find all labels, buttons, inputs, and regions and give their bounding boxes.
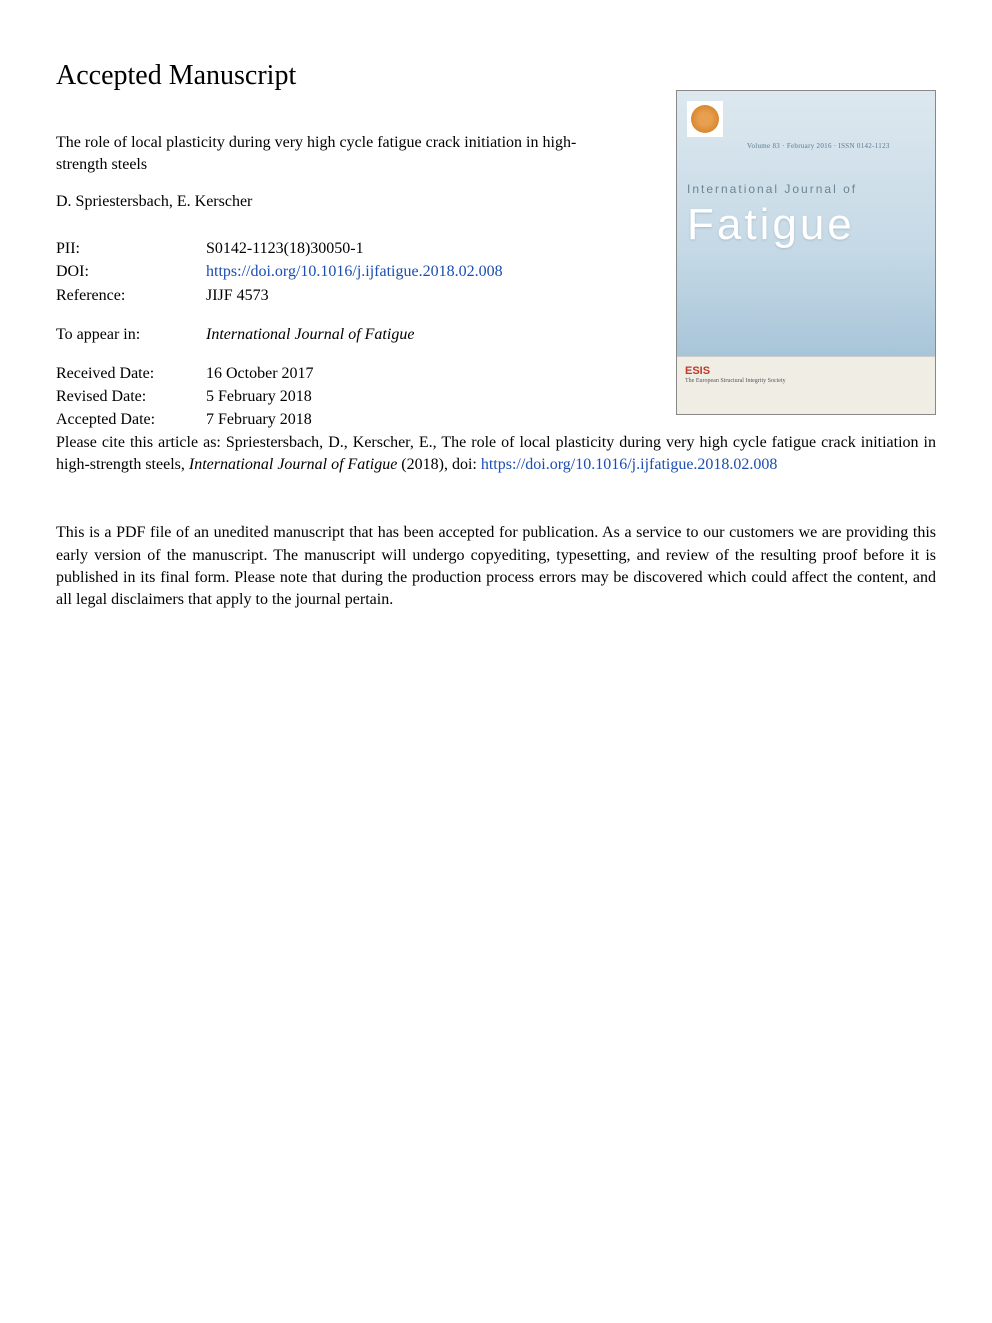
cover-esis-subtitle: The European Structural Integrity Societ…: [685, 378, 927, 384]
pii-label: PII:: [56, 237, 206, 260]
cover-journal-label: International Journal of: [687, 182, 925, 196]
doi-label: DOI:: [56, 260, 206, 283]
pii-value: S0142-1123(18)30050-1: [206, 237, 616, 260]
cover-upper: Volume 83 · February 2016 · ISSN 0142-11…: [677, 91, 935, 356]
meta-row-received: Received Date: 16 October 2017: [56, 362, 616, 385]
accepted-manuscript-header: Accepted Manuscript: [56, 60, 936, 92]
citation-text: Please cite this article as: Spriestersb…: [56, 432, 936, 477]
accepted-value: 7 February 2018: [206, 408, 616, 431]
article-title: The role of local plasticity during very…: [56, 132, 616, 175]
metadata-table: PII: S0142-1123(18)30050-1 DOI: https://…: [56, 237, 616, 431]
revised-value: 5 February 2018: [206, 385, 616, 408]
reference-label: Reference:: [56, 284, 206, 307]
meta-row-revised: Revised Date: 5 February 2018: [56, 385, 616, 408]
meta-row-doi: DOI: https://doi.org/10.1016/j.ijfatigue…: [56, 260, 616, 283]
received-value: 16 October 2017: [206, 362, 616, 385]
cover-lower: ESIS The European Structural Integrity S…: [677, 356, 935, 414]
content-column: The role of local plasticity during very…: [56, 132, 616, 432]
cover-journal-title: Fatigue: [687, 200, 925, 250]
elsevier-logo-icon: [687, 101, 723, 137]
doi-link[interactable]: https://doi.org/10.1016/j.ijfatigue.2018…: [206, 260, 616, 283]
revised-label: Revised Date:: [56, 385, 206, 408]
citation-doi-link[interactable]: https://doi.org/10.1016/j.ijfatigue.2018…: [481, 456, 778, 473]
cover-esis-label: ESIS: [685, 365, 927, 377]
accepted-label: Accepted Date:: [56, 408, 206, 431]
appear-label: To appear in:: [56, 323, 206, 346]
journal-cover-thumbnail: Volume 83 · February 2016 · ISSN 0142-11…: [676, 90, 936, 415]
meta-row-appear: To appear in: International Journal of F…: [56, 323, 616, 346]
citation-middle: (2018), doi:: [397, 456, 481, 473]
citation-journal: International Journal of Fatigue: [189, 456, 397, 473]
disclaimer-text: This is a PDF file of an unedited manusc…: [56, 522, 936, 612]
appear-value: International Journal of Fatigue: [206, 323, 616, 346]
meta-row-ref: Reference: JIJF 4573: [56, 284, 616, 307]
meta-row-accepted: Accepted Date: 7 February 2018: [56, 408, 616, 431]
cover-volume-info: Volume 83 · February 2016 · ISSN 0142-11…: [747, 142, 890, 150]
received-label: Received Date:: [56, 362, 206, 385]
reference-value: JIJF 4573: [206, 284, 616, 307]
authors: D. Spriestersbach, E. Kerscher: [56, 193, 616, 211]
meta-row-pii: PII: S0142-1123(18)30050-1: [56, 237, 616, 260]
